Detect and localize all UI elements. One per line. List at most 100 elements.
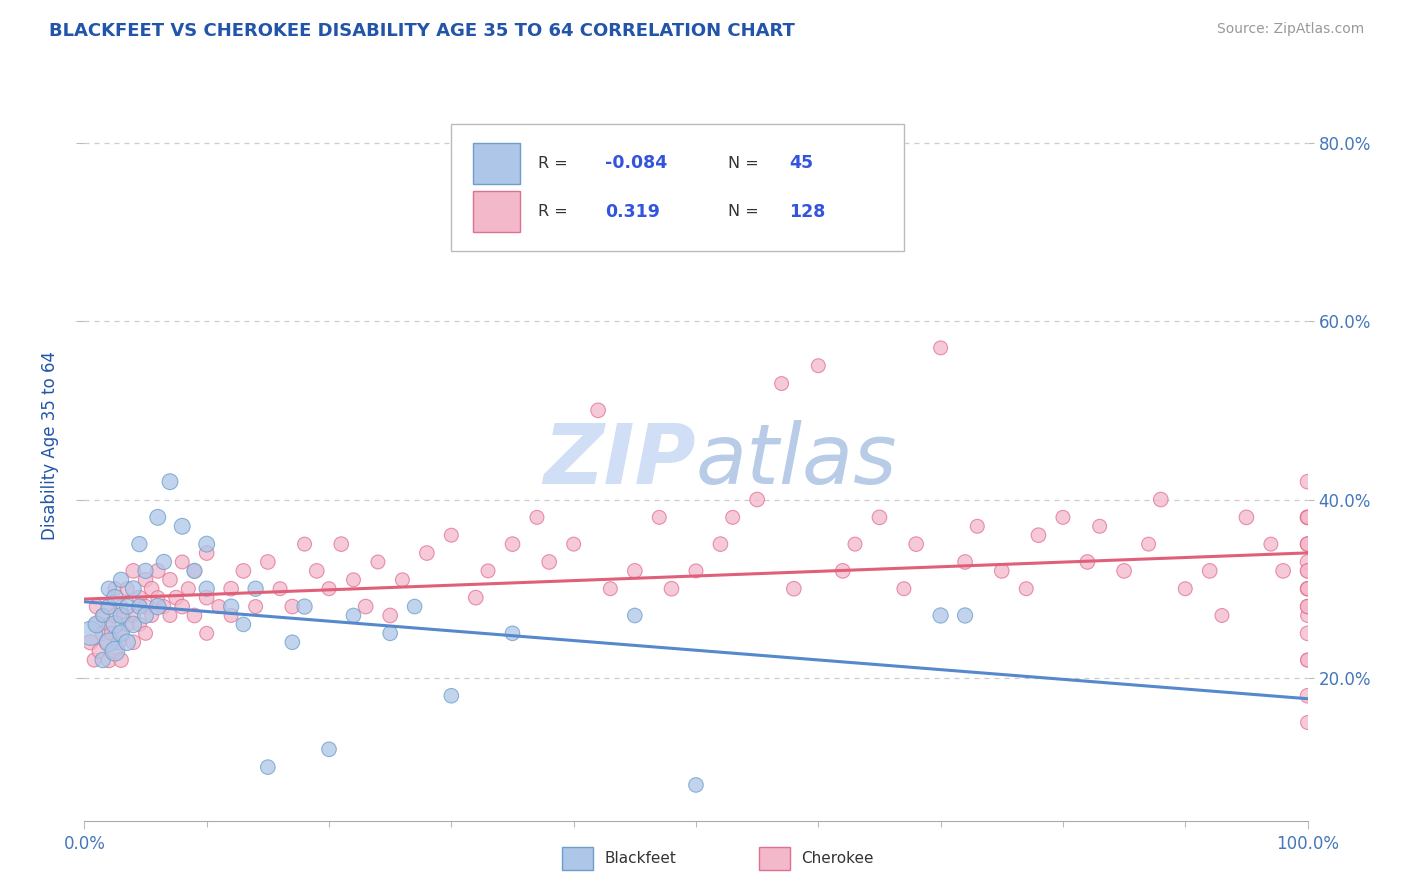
Point — [107, 635, 129, 649]
Point — [97, 599, 120, 614]
Point — [1174, 582, 1197, 596]
Point — [104, 644, 127, 658]
Point — [153, 555, 176, 569]
Point — [141, 608, 163, 623]
Point — [624, 608, 647, 623]
Text: ZIP: ZIP — [543, 420, 696, 501]
Point — [104, 644, 127, 658]
Point — [97, 617, 120, 632]
Point — [599, 582, 621, 596]
Point — [79, 635, 101, 649]
Point — [1137, 537, 1160, 551]
Point — [562, 537, 585, 551]
Point — [195, 591, 218, 605]
Point — [685, 778, 707, 792]
Point — [1296, 564, 1319, 578]
Point — [380, 626, 402, 640]
Point — [122, 635, 145, 649]
Point — [905, 537, 928, 551]
Point — [318, 742, 340, 756]
Point — [1211, 608, 1233, 623]
Point — [354, 599, 377, 614]
Point — [183, 564, 205, 578]
Text: 0.319: 0.319 — [606, 202, 661, 221]
Point — [195, 537, 218, 551]
Point — [110, 626, 132, 640]
Text: Blackfeet: Blackfeet — [605, 851, 676, 866]
Point — [294, 599, 316, 614]
Point — [100, 626, 122, 640]
Point — [115, 582, 138, 596]
Point — [929, 608, 952, 623]
Point — [440, 689, 463, 703]
Point — [87, 644, 110, 658]
Point — [245, 599, 267, 614]
Point — [624, 564, 647, 578]
Point — [195, 626, 218, 640]
Point — [966, 519, 988, 533]
Point — [502, 537, 524, 551]
Point — [281, 599, 304, 614]
Point — [128, 591, 150, 605]
Point — [110, 626, 132, 640]
Point — [404, 599, 426, 614]
Point — [91, 608, 114, 623]
Point — [135, 573, 157, 587]
Point — [1296, 555, 1319, 569]
Point — [104, 582, 127, 596]
Point — [1076, 555, 1098, 569]
Point — [1296, 537, 1319, 551]
Point — [477, 564, 499, 578]
Point — [831, 564, 853, 578]
Point — [1296, 564, 1319, 578]
Point — [83, 653, 105, 667]
Point — [159, 475, 181, 489]
Point — [165, 591, 187, 605]
Point — [1272, 564, 1295, 578]
Point — [115, 599, 138, 614]
Point — [721, 510, 744, 524]
Text: atlas: atlas — [696, 420, 897, 501]
Point — [1015, 582, 1038, 596]
Point — [128, 617, 150, 632]
Point — [538, 555, 561, 569]
Point — [195, 582, 218, 596]
Point — [153, 599, 176, 614]
Point — [122, 617, 145, 632]
Point — [1296, 599, 1319, 614]
Text: N =: N = — [728, 204, 763, 219]
Point — [110, 599, 132, 614]
Point — [953, 555, 976, 569]
Point — [893, 582, 915, 596]
Point — [110, 608, 132, 623]
Point — [128, 599, 150, 614]
Point — [86, 617, 108, 632]
Point — [91, 626, 114, 640]
Point — [122, 582, 145, 596]
Text: N =: N = — [728, 155, 763, 170]
Point — [219, 608, 242, 623]
Point — [1296, 510, 1319, 524]
Point — [1150, 492, 1173, 507]
Point — [96, 635, 118, 649]
Point — [330, 537, 353, 551]
Point — [135, 626, 157, 640]
Point — [648, 510, 671, 524]
Y-axis label: Disability Age 35 to 64: Disability Age 35 to 64 — [41, 351, 59, 541]
Point — [1114, 564, 1136, 578]
Point — [104, 591, 127, 605]
Point — [586, 403, 609, 417]
Point — [110, 653, 132, 667]
Point — [1296, 582, 1319, 596]
Bar — [474, 143, 520, 184]
Point — [342, 608, 364, 623]
Point — [1296, 715, 1319, 730]
Point — [1296, 582, 1319, 596]
Point — [1198, 564, 1220, 578]
Point — [281, 635, 304, 649]
Point — [391, 573, 413, 587]
Point — [257, 555, 280, 569]
Point — [146, 599, 169, 614]
Point — [219, 582, 242, 596]
Point — [128, 537, 150, 551]
